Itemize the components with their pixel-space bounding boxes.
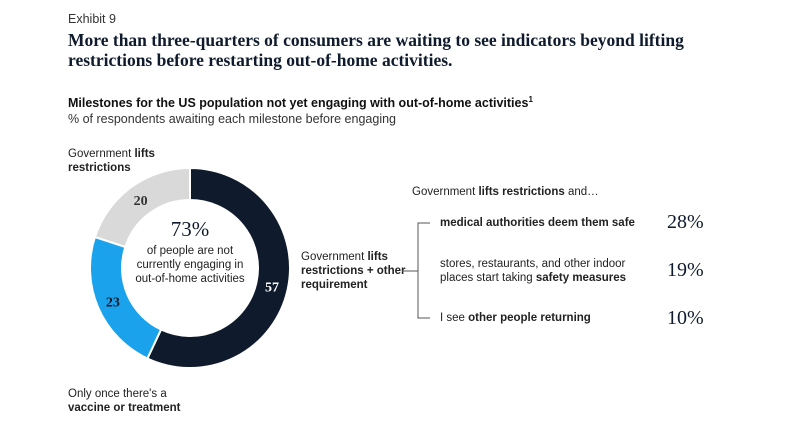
- slice-label-plain: Government: [301, 251, 368, 263]
- slice-label-plain: Government: [68, 148, 135, 160]
- slice-other-requirement: [146, 166, 291, 369]
- breakdown-header-plain: Government: [412, 186, 479, 198]
- exhibit-label: Exhibit 9: [68, 12, 116, 26]
- item-bold: medical authorities deem them safe: [440, 217, 635, 229]
- slice-label-plain: Only once there's a: [68, 388, 167, 400]
- breakdown-header-bold: lifts restrictions: [478, 186, 565, 198]
- center-description: of people are not currently engaging in …: [135, 245, 245, 285]
- slice-label-bold: lifts restrictions: [68, 148, 155, 174]
- breakdown-value-safety: 19%: [667, 259, 704, 281]
- breakdown-item-people: I see other people returning: [440, 311, 660, 325]
- chart-subnote: % of respondents awaiting each milestone…: [68, 112, 396, 126]
- breakdown-header-tail: and…: [564, 186, 599, 198]
- headline: More than three-quarters of consumers ar…: [68, 30, 684, 70]
- donut-chart: 20 57 23: [89, 166, 291, 369]
- slice-label-vaccine: Only once there's a vaccine or treatment: [68, 387, 208, 415]
- item-bold: other people returning: [468, 312, 591, 324]
- slice-value-label: 20: [134, 194, 148, 209]
- breakdown-item-safety: stores, restaurants, and other indoor pl…: [440, 257, 655, 285]
- breakdown-header: Government lifts restrictions and…: [412, 186, 599, 198]
- slice-label-lifts-restrictions: Government lifts restrictions: [68, 147, 188, 175]
- footnote-marker: 1: [528, 95, 533, 104]
- item-plain: stores, restaurants, and other indoor pl…: [440, 258, 626, 284]
- slice-label-bold: vaccine or treatment: [68, 402, 181, 414]
- slice-label-other-requirement: Government lifts restrictions + other re…: [301, 250, 426, 292]
- item-plain: I see: [440, 312, 469, 324]
- breakdown-item-medical: medical authorities deem them safe: [440, 216, 660, 230]
- breakdown-bracket: [402, 222, 430, 319]
- breakdown-value-medical: 28%: [667, 211, 704, 233]
- chart-subtitle: Milestones for the US population not yet…: [68, 95, 533, 110]
- slice-label-bold: lifts restrictions + other requirement: [301, 251, 406, 291]
- subtitle-text: Milestones for the US population not yet…: [68, 96, 529, 111]
- slice-vaccine: [89, 235, 163, 360]
- item-bold: safety measures: [535, 272, 627, 284]
- breakdown-value-people: 10%: [667, 307, 704, 329]
- slice-value-label: 57: [265, 280, 279, 295]
- slice-value-label: 23: [106, 295, 120, 310]
- center-percentage: 73%: [170, 217, 210, 241]
